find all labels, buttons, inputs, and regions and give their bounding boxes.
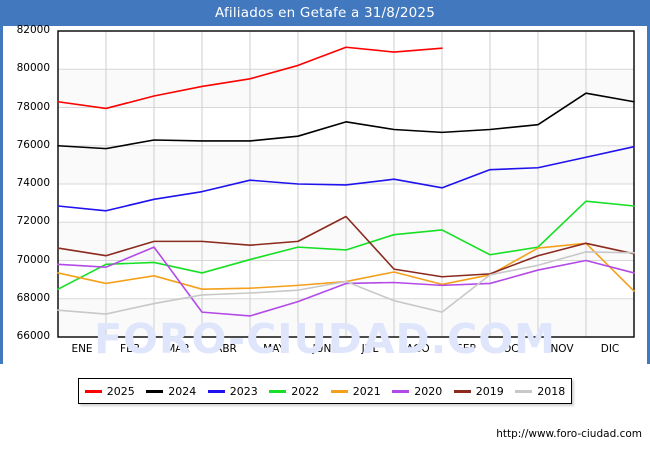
chart-plot-area <box>0 26 650 364</box>
x-axis-tick-label: JUN <box>312 343 332 355</box>
legend-item[interactable]: 2019 <box>453 384 504 398</box>
x-axis-tick-label: DIC <box>600 343 620 355</box>
legend-label: 2023 <box>229 384 258 398</box>
y-axis-tick-label: 70000 <box>16 253 50 266</box>
legend-item[interactable]: 2023 <box>207 384 258 398</box>
legend-color-swatch <box>453 389 471 393</box>
x-axis-tick-label: JUL <box>361 343 379 355</box>
legend-item[interactable]: 2025 <box>84 384 135 398</box>
y-axis-tick-label: 66000 <box>16 330 50 342</box>
chart-legend: 2025 2024 2023 2022 2021 2020 2019 2018 <box>78 378 572 404</box>
footer-url: http://www.foro-ciudad.com <box>496 428 642 440</box>
legend-color-swatch <box>392 389 410 393</box>
x-axis-tick-label: FEB <box>120 343 140 355</box>
x-axis-tick-label: MAY <box>263 343 285 355</box>
legend-color-swatch <box>84 389 102 393</box>
legend-label: 2022 <box>291 384 320 398</box>
x-axis-tick-label: NOV <box>550 343 574 355</box>
y-axis-tick-label: 80000 <box>16 62 50 75</box>
legend-color-swatch <box>207 389 225 393</box>
legend-label: 2019 <box>475 384 504 398</box>
y-axis-tick-label: 72000 <box>16 215 50 228</box>
legend-item[interactable]: 2022 <box>269 385 319 398</box>
window-title-bar: Afiliados en Getafe a 31/8/2025 <box>0 0 650 26</box>
page-title: Afiliados en Getafe a 31/8/2025 <box>214 5 435 21</box>
legend-label: 2021 <box>352 384 381 398</box>
legend-label: 2025 <box>106 384 135 398</box>
y-axis-tick-label: 76000 <box>16 138 50 151</box>
x-axis-tick-label: OCT <box>502 343 525 355</box>
y-axis-tick-label: 82000 <box>16 24 50 36</box>
legend-label: 2024 <box>168 384 197 398</box>
x-axis-tick-label: AGO <box>406 343 430 355</box>
legend-color-swatch <box>269 389 287 393</box>
legend-item[interactable]: 2021 <box>330 384 381 398</box>
y-axis-tick-label: 74000 <box>16 177 50 189</box>
legend-label: 2020 <box>414 384 443 398</box>
legend-item[interactable]: 2020 <box>392 385 442 398</box>
x-axis-tick-label: SEP <box>456 343 476 355</box>
y-axis-tick-label: 68000 <box>16 291 50 304</box>
y-axis-tick-label: 78000 <box>16 100 50 113</box>
legend-item[interactable]: 2024 <box>146 385 196 398</box>
x-axis-tick-label: MAR <box>166 343 190 355</box>
x-axis-tick-label: ENE <box>71 343 93 355</box>
x-axis-tick-label: ABR <box>215 343 237 355</box>
line-chart <box>57 30 635 338</box>
legend-color-swatch <box>515 389 533 393</box>
legend-color-swatch <box>146 389 164 393</box>
legend-item[interactable]: 2018 <box>515 385 565 398</box>
legend-label: 2018 <box>537 384 566 398</box>
legend-color-swatch <box>330 389 348 393</box>
